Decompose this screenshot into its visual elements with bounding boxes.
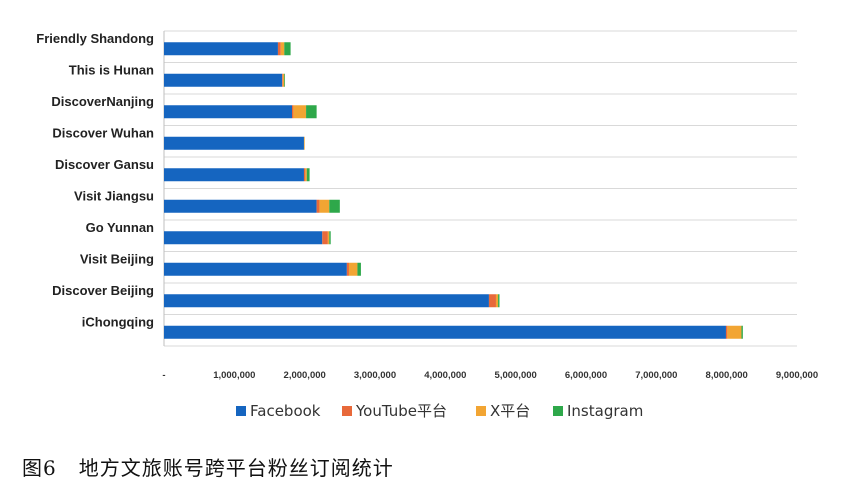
bar-segment: [306, 105, 317, 119]
category-label: DiscoverNanjing: [51, 94, 154, 109]
category-label: Discover Wuhan: [52, 125, 154, 140]
bar-segment: [282, 73, 285, 87]
bar-segment: [319, 199, 330, 213]
bar-segment: [495, 294, 499, 308]
bar-segment: [357, 262, 361, 276]
legend-swatch: [476, 406, 486, 416]
bar-segment: [293, 105, 307, 119]
x-tick-label: 5,000,000: [495, 370, 537, 381]
bar-segment: [305, 168, 307, 182]
bar-segment: [303, 168, 306, 182]
x-tick-label: 3,000,000: [354, 370, 396, 381]
x-tick-label: 4,000,000: [424, 370, 466, 381]
bar-segment: [164, 262, 347, 276]
bar-segment: [322, 231, 328, 245]
category-label: Friendly Shandong: [36, 31, 154, 46]
bar-segment: [329, 231, 331, 245]
x-tick-label: 7,000,000: [635, 370, 677, 381]
legend-label: Facebook: [250, 402, 321, 420]
bar-segment: [488, 294, 496, 308]
x-tick-label: 9,000,000: [776, 370, 818, 381]
x-tick-label: -: [162, 370, 165, 381]
bar-segment: [282, 73, 283, 87]
bar-segment: [164, 325, 726, 339]
category-label: iChongqing: [82, 314, 154, 329]
legend-swatch: [342, 406, 352, 416]
bar-segment: [727, 325, 742, 339]
bar-segment: [164, 294, 489, 308]
category-label: Visit Jiangsu: [74, 188, 154, 203]
legend-label: X平台: [490, 402, 530, 420]
x-tick-label: 8,000,000: [706, 370, 748, 381]
bar-segment: [284, 42, 291, 56]
x-tick-label: 1,000,000: [213, 370, 255, 381]
bar-segment: [346, 262, 349, 276]
bar-segment: [303, 136, 305, 150]
figure-caption: 图6 地方文旅账号跨平台粉丝订阅统计: [22, 456, 394, 480]
bar-segment: [164, 105, 293, 119]
bar-segment: [164, 168, 304, 182]
bar-segment: [284, 73, 285, 87]
bar-segment: [292, 105, 294, 119]
legend-swatch: [553, 406, 563, 416]
bar-segment: [329, 199, 340, 213]
category-label: Visit Beijing: [80, 251, 154, 266]
legend-label: YouTube平台: [355, 402, 447, 420]
x-tick-label: 2,000,000: [284, 370, 326, 381]
bar-segment: [306, 168, 310, 182]
x-tick-label: 6,000,000: [565, 370, 607, 381]
category-label: Discover Beijing: [52, 283, 154, 298]
bar-segment: [725, 325, 728, 339]
category-label: Discover Gansu: [55, 157, 154, 172]
bar-segment: [348, 262, 358, 276]
legend-swatch: [236, 406, 246, 416]
bar-segment: [164, 42, 278, 56]
bar-segment: [164, 231, 323, 245]
category-label: This is Hunan: [69, 62, 154, 77]
bar-segment: [280, 42, 285, 56]
bar-segment: [164, 136, 304, 150]
bar-segment: [741, 325, 743, 339]
category-label: Go Yunnan: [86, 220, 154, 235]
legend-label: Instagram: [567, 402, 643, 420]
bar-segment: [164, 73, 283, 87]
bar-segment: [327, 231, 330, 245]
bar-segment: [498, 294, 500, 308]
stacked-bar-chart: Friendly Shandong This is Hunan DiscoverNa…: [36, 30, 818, 420]
bar-segment: [164, 199, 317, 213]
bar-segment: [277, 42, 281, 56]
bar-segment: [316, 199, 320, 213]
